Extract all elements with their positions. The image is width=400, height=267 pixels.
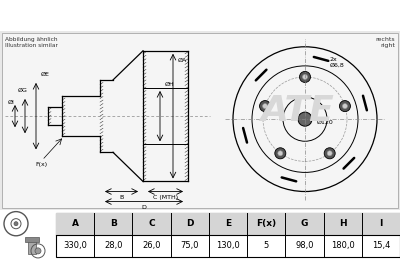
Text: C (MTH): C (MTH)	[153, 195, 178, 200]
Text: rechts
right: rechts right	[375, 37, 395, 48]
Text: B: B	[119, 195, 124, 200]
Circle shape	[275, 148, 286, 159]
Circle shape	[342, 104, 348, 109]
Text: 26,0: 26,0	[142, 241, 161, 250]
Text: ØA: ØA	[178, 58, 187, 63]
Text: 98,0: 98,0	[295, 241, 314, 250]
Circle shape	[300, 71, 310, 83]
Text: Ø120: Ø120	[317, 120, 334, 125]
Circle shape	[340, 101, 350, 112]
Text: D: D	[142, 205, 146, 210]
Circle shape	[262, 104, 268, 109]
Circle shape	[324, 148, 335, 159]
Text: B: B	[110, 219, 117, 228]
Text: ØE: ØE	[41, 71, 50, 76]
Text: 330,0: 330,0	[63, 241, 87, 250]
Bar	[56, 213, 400, 235]
Circle shape	[298, 112, 312, 126]
Text: G: G	[301, 219, 308, 228]
Text: I: I	[379, 219, 382, 228]
Text: 5: 5	[264, 241, 269, 250]
Text: 130,0: 130,0	[216, 241, 240, 250]
Text: 28,0: 28,0	[104, 241, 122, 250]
Text: ØG: ØG	[18, 88, 28, 92]
Text: E: E	[225, 219, 231, 228]
Text: A: A	[72, 219, 79, 228]
Text: 2x
Ø6,8: 2x Ø6,8	[330, 57, 345, 68]
Text: ATE: ATE	[260, 94, 334, 128]
Bar	[56, 213, 400, 257]
Circle shape	[302, 74, 308, 80]
Circle shape	[260, 101, 270, 112]
Circle shape	[327, 151, 332, 156]
Text: 15,4: 15,4	[372, 241, 390, 250]
Text: C: C	[148, 219, 155, 228]
Bar	[28, 238, 36, 254]
Text: F(x): F(x)	[256, 219, 276, 228]
Text: 180,0: 180,0	[331, 241, 354, 250]
Circle shape	[278, 151, 283, 156]
Circle shape	[14, 222, 18, 226]
Text: 75,0: 75,0	[180, 241, 199, 250]
Circle shape	[35, 248, 41, 254]
Text: F(x): F(x)	[35, 162, 47, 167]
Text: H: H	[339, 219, 346, 228]
Text: 24.0128-0283.1    428283: 24.0128-0283.1 428283	[90, 8, 310, 23]
Bar	[25, 237, 39, 242]
Text: ØH: ØH	[165, 81, 175, 87]
Text: D: D	[186, 219, 194, 228]
Text: ØI: ØI	[8, 100, 15, 105]
Text: Abbildung ähnlich
Illustration similar: Abbildung ähnlich Illustration similar	[5, 37, 58, 48]
